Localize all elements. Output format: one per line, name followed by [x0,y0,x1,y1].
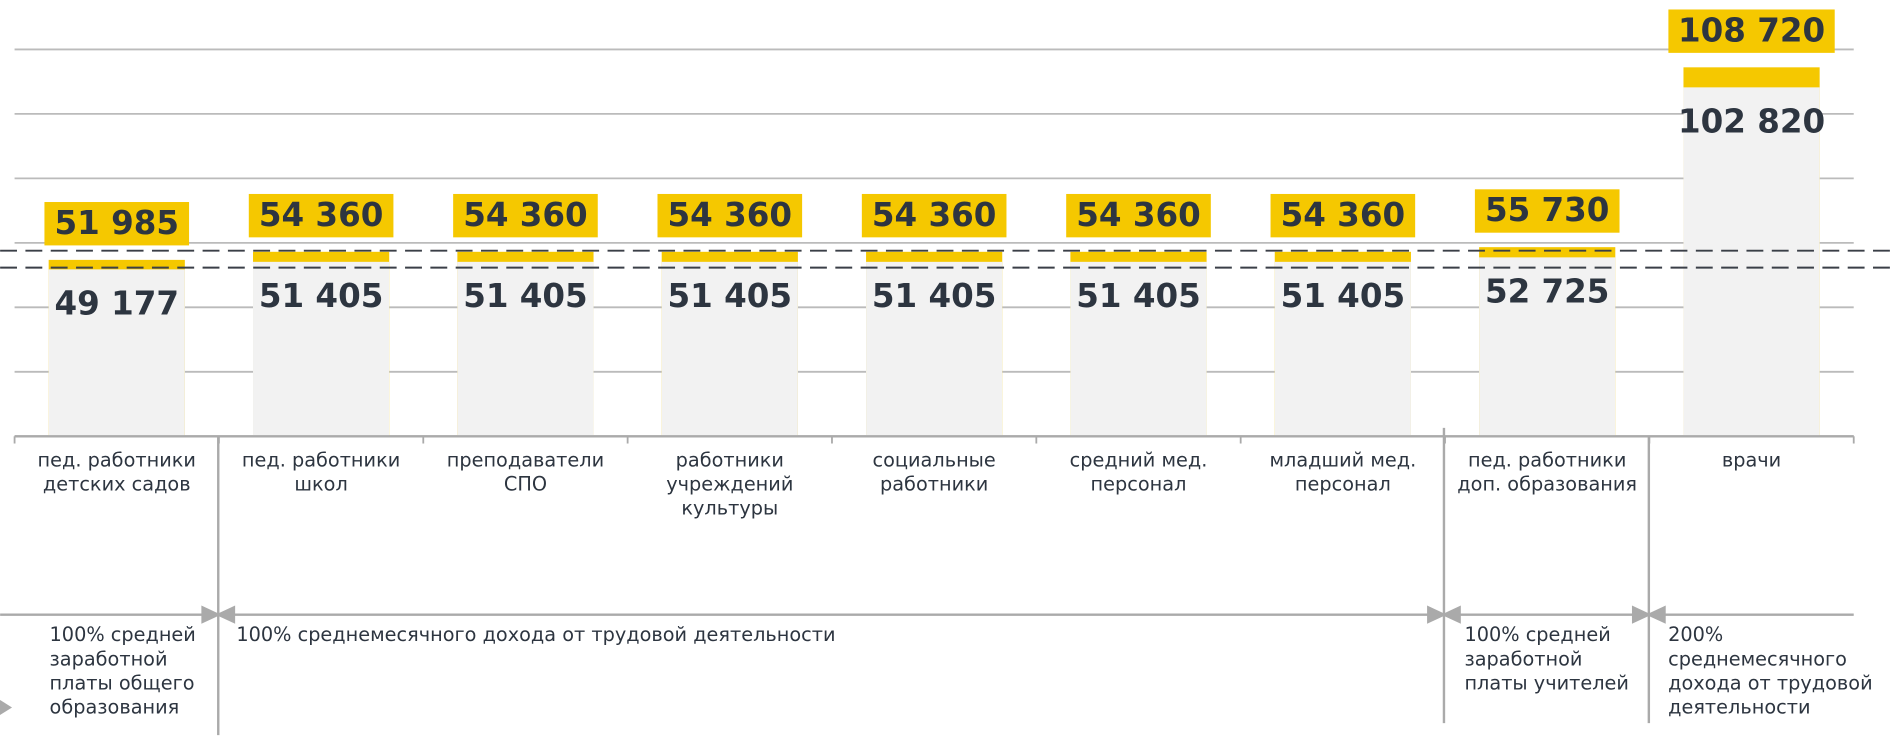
annotation: 100% среднемесячного дохода от трудовой … [236,623,836,646]
value-label-bg [248,193,394,238]
value-label: 51 405 [1281,277,1406,315]
x-tick-label-box: пед. работники доп. образования [1457,448,1638,496]
x-tick-label-box: врачи [1721,448,1782,472]
bar [1274,261,1411,437]
value-label: 51 405 [463,277,588,315]
brackets [0,427,1854,736]
value-label: 54 360 [463,196,588,234]
bar [1479,257,1616,437]
annotation-box: 100% средней заработной платы общего обр… [49,623,196,719]
x-tick-label-box: пед. работники детских садов [37,448,196,496]
value-label: 54 360 [668,196,793,234]
value-label-bg [1474,189,1620,233]
value-label: 49 177 [54,285,179,323]
value-label: 51 405 [259,277,384,315]
value-label-bg [657,193,803,238]
x-tick-label-box: средний мед. персонал [1069,448,1208,496]
value-label: 55 730 [1485,191,1610,229]
value-label: 54 360 [1076,196,1201,234]
x-tick-label: пед. работники доп. образования [1457,448,1638,496]
value-label-bg [453,193,598,238]
x-tick-label: работники учреждений культуры [666,448,794,520]
value-label-bg [861,193,1007,238]
x-tick-label-box: работники учреждений культуры [666,448,794,520]
value-label: 51 405 [872,277,997,315]
value-label-bg [1270,193,1416,238]
x-tick-label: социальные работники [872,448,996,496]
value-label: 51 405 [668,277,793,315]
value-label: 54 360 [1281,196,1406,234]
value-label: 51 405 [1076,277,1201,315]
value-label: 102 820 [1678,103,1825,141]
x-tick-label-box: младший мед. персонал [1269,448,1417,496]
annotation: 100% средней заработной платы учителей [1464,623,1629,695]
value-label: 54 360 [259,196,384,234]
annotation-box: 100% среднемесячного дохода от трудовой … [236,623,836,646]
value-label: 51 985 [54,204,179,242]
bar [866,261,1003,437]
x-tick-label: младший мед. персонал [1269,448,1417,496]
bar [457,261,594,437]
annotation-box: 100% средней заработной платы учителей [1464,623,1629,695]
value-label: 52 725 [1485,273,1610,311]
bar [253,261,390,437]
annotation: 100% средней заработной платы общего обр… [49,623,196,719]
value-label-bg [44,202,190,246]
x-tick-label-box: социальные работники [872,448,996,496]
annotation: 200% среднемесячного дохода от трудовой … [1668,623,1873,719]
bar [661,261,798,437]
bar [1683,87,1820,437]
annotation-box: 200% среднемесячного дохода от трудовой … [1668,623,1873,719]
value-label-bg [1668,9,1835,53]
value-label: 108 720 [1678,11,1825,49]
x-tick-label: преподаватели СПО [446,448,605,496]
value-label: 54 360 [872,196,997,234]
x-tick-label: врачи [1721,448,1782,472]
x-tick-label-box: пед. работники школ [241,448,401,496]
x-tick-label: пед. работники школ [241,448,401,496]
value-label-bg [1066,193,1211,238]
x-tick-label: пед. работники детских садов [37,448,196,496]
bar [48,269,185,437]
x-tick-label-box: преподаватели СПО [446,448,605,496]
x-tick-label: средний мед. персонал [1069,448,1208,496]
bar [1070,261,1207,437]
